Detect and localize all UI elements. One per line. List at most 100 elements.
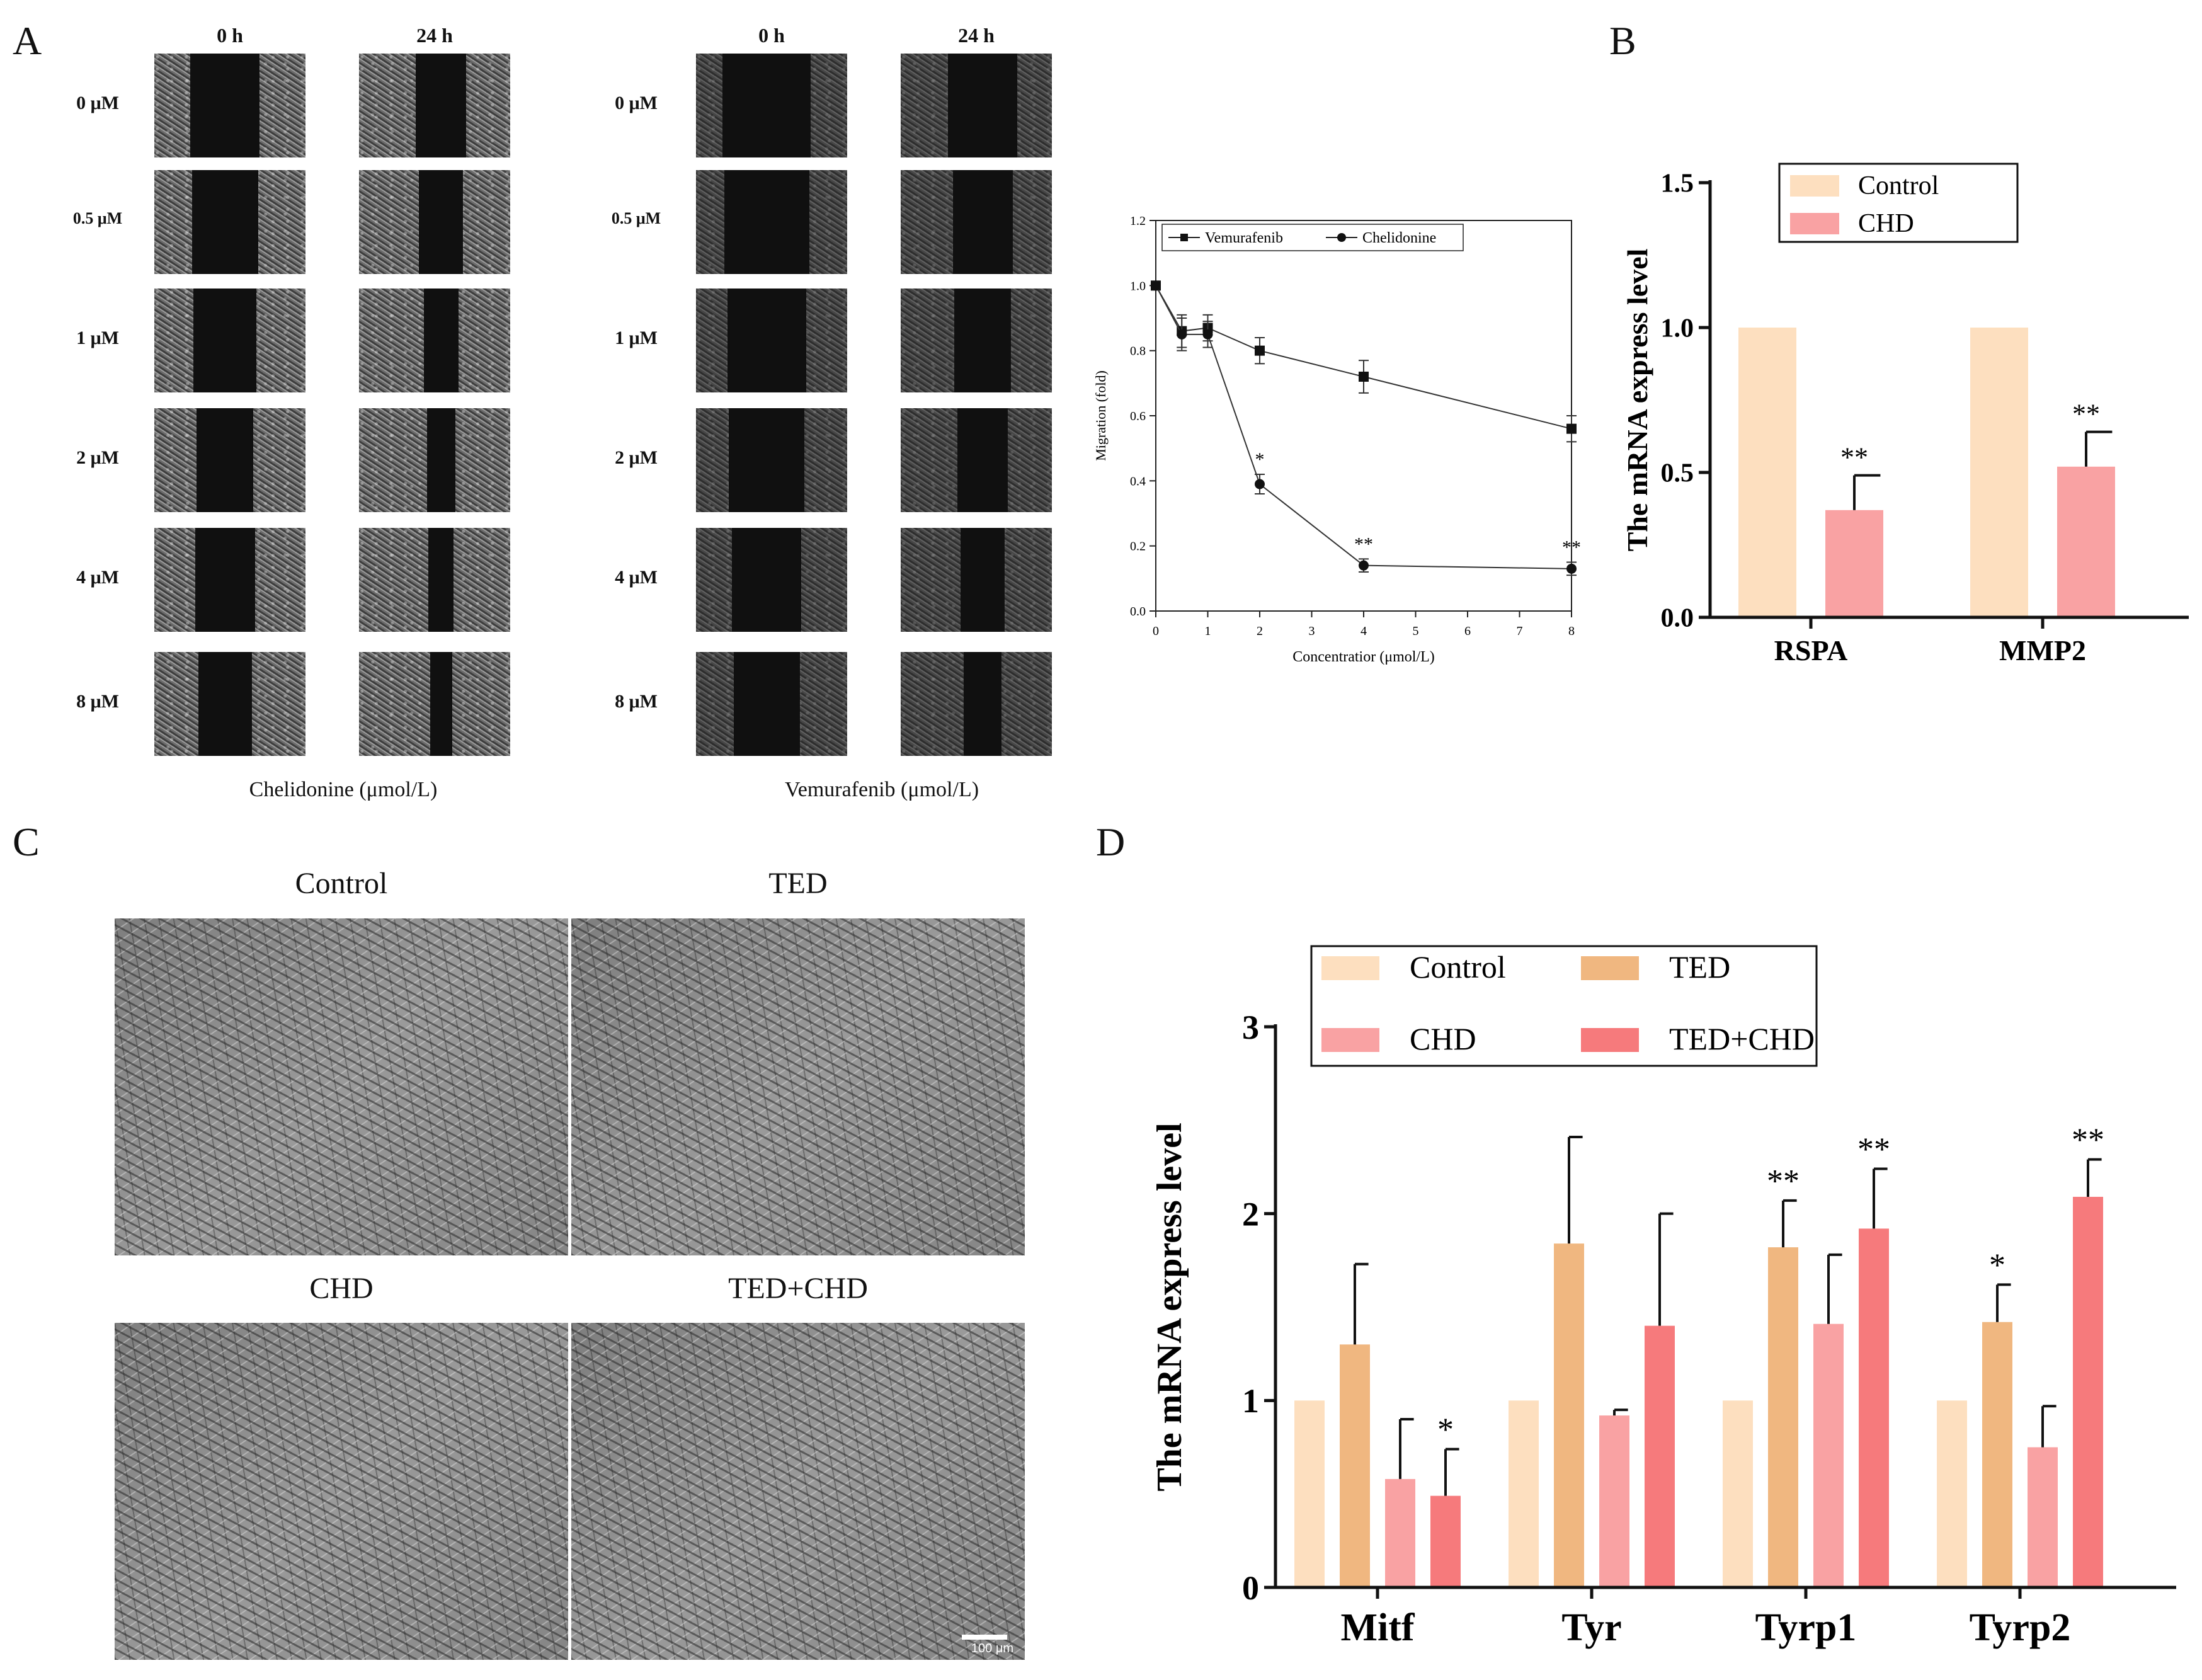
scratch-gap (190, 54, 260, 157)
scratch-image (359, 170, 510, 274)
legend-label: TED+CHD (1669, 1021, 1815, 1056)
significance-mark: * (1437, 1412, 1454, 1448)
scratch-image (901, 54, 1052, 157)
scratch-gap (732, 528, 801, 632)
scratch-image (901, 408, 1052, 512)
x-tick-label: 3 (1309, 624, 1315, 638)
scratch-image (901, 289, 1052, 392)
category-label: Mitf (1340, 1606, 1415, 1649)
phase-contrast-image (115, 918, 568, 1255)
dose-label: 4 μM (615, 567, 658, 588)
scratch-gap (957, 408, 1008, 512)
phase-contrast-image (115, 1323, 568, 1660)
legend-swatch (1790, 213, 1839, 234)
bar-control (1937, 1400, 1967, 1587)
x-tick-label: 6 (1464, 624, 1471, 638)
scratch-gap (197, 408, 253, 512)
bar-ted (1768, 1247, 1798, 1587)
bar-ted (1340, 1344, 1370, 1587)
y-tick-label: 0.2 (1130, 540, 1146, 554)
data-point (1359, 372, 1369, 382)
scratch-image (696, 408, 847, 512)
cell-texture (571, 918, 1025, 1255)
dose-label: 0.5 μM (611, 209, 661, 227)
legend-label: CHD (1858, 209, 1914, 238)
scratch-gap (733, 652, 800, 756)
category-label: Tyrp1 (1755, 1606, 1857, 1649)
data-point (1151, 280, 1161, 291)
cell-texture (571, 1323, 1025, 1660)
bar-chd (2028, 1447, 2058, 1587)
scratch-image (154, 289, 305, 392)
morphology-title: CHD (309, 1272, 374, 1305)
scratch-gap (729, 408, 804, 512)
scratch-image (901, 170, 1052, 274)
bar-chd (1599, 1415, 1629, 1587)
scratch-gap (198, 652, 252, 756)
scratch-gap (430, 652, 452, 756)
time-label-0h: 0 h (217, 24, 243, 47)
x-axis-label: Concentratior (μmol/L) (1292, 649, 1434, 665)
bar-chd (1825, 510, 1883, 617)
data-point (1566, 423, 1577, 434)
scratch-image (696, 54, 847, 157)
scratch-image (154, 54, 305, 157)
bar-control (1294, 1400, 1325, 1587)
y-tick-label: 0.8 (1130, 345, 1146, 358)
legend-label: CHD (1410, 1021, 1476, 1056)
y-axis-label: Migration (fold) (1093, 370, 1109, 461)
bar-ted (1554, 1243, 1584, 1587)
y-tick-label: 3 (1242, 1009, 1259, 1046)
dose-label: 0 μM (615, 93, 658, 113)
dose-label: 4 μM (76, 567, 119, 588)
scratch-gap (724, 170, 809, 274)
legend-swatch (1790, 175, 1839, 197)
bar-ted-chd (1430, 1495, 1461, 1587)
y-tick-label: 0.0 (1130, 605, 1146, 619)
legend-box (1161, 224, 1464, 251)
series-line-vemurafenib (1155, 285, 1572, 430)
legend-swatch (1581, 1028, 1639, 1052)
scratch-image (359, 54, 510, 157)
series-line-chelidonine (1155, 285, 1572, 569)
scratch-image (154, 408, 305, 512)
dose-label: 0.5 μM (72, 209, 123, 227)
time-label-0h: 0 h (758, 24, 785, 47)
panel-c-letter: C (13, 820, 40, 864)
legend-marker (1337, 233, 1346, 242)
legend-label: Control (1858, 171, 1939, 200)
bar-ted-chd (1645, 1325, 1675, 1587)
morphology-title: TED+CHD (728, 1272, 868, 1305)
significance-mark: ** (1354, 534, 1373, 554)
data-point (1359, 560, 1369, 571)
category-label: Tyrp2 (1970, 1606, 2071, 1649)
scale-label: 100 μm (971, 1642, 1013, 1655)
panel-a-letter: A (13, 18, 42, 63)
scratch-gap (428, 528, 454, 632)
category-label: Tyr (1561, 1606, 1621, 1649)
y-tick-label: 0.6 (1130, 409, 1146, 423)
x-tick-label: 4 (1361, 624, 1367, 638)
data-point (1177, 329, 1187, 340)
bar-control (1509, 1400, 1539, 1587)
significance-mark: ** (1840, 442, 1868, 473)
scratch-gap (961, 528, 1005, 632)
scratch-gap (948, 54, 1017, 157)
time-label-24h: 24 h (416, 24, 453, 47)
scratch-image (359, 528, 510, 632)
scratch-gap (426, 408, 455, 512)
y-tick-label: 0.5 (1661, 459, 1694, 488)
scratch-gap (722, 54, 811, 157)
scratch-image (359, 289, 510, 392)
y-tick-label: 0.4 (1130, 474, 1146, 488)
cell-texture (115, 918, 568, 1255)
legend-marker (1180, 234, 1188, 241)
significance-mark: ** (1767, 1163, 1800, 1199)
x-tick-label: 2 (1257, 624, 1263, 638)
panel-d-letter: D (1096, 820, 1126, 864)
dose-label: 1 μM (615, 328, 658, 348)
scratch-gap (423, 289, 459, 392)
scratch-image (359, 652, 510, 756)
scratch-image (696, 170, 847, 274)
legend-label: TED (1669, 949, 1730, 985)
